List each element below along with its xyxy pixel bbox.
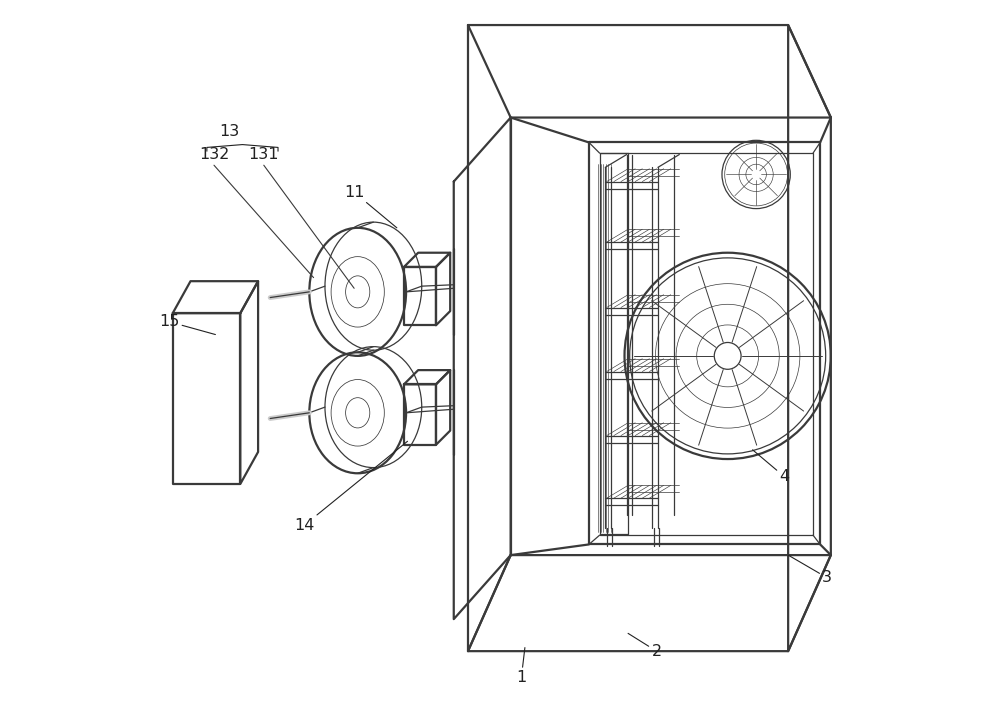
Text: 132: 132 (199, 147, 229, 162)
Text: 15: 15 (159, 314, 215, 335)
Text: 2: 2 (628, 633, 662, 658)
Text: 1: 1 (516, 648, 526, 685)
Text: 131: 131 (249, 147, 279, 162)
Text: 14: 14 (294, 441, 408, 533)
Text: 4: 4 (753, 450, 790, 484)
Text: 3: 3 (788, 555, 832, 585)
Text: 11: 11 (344, 184, 397, 228)
Text: 13: 13 (220, 124, 240, 139)
